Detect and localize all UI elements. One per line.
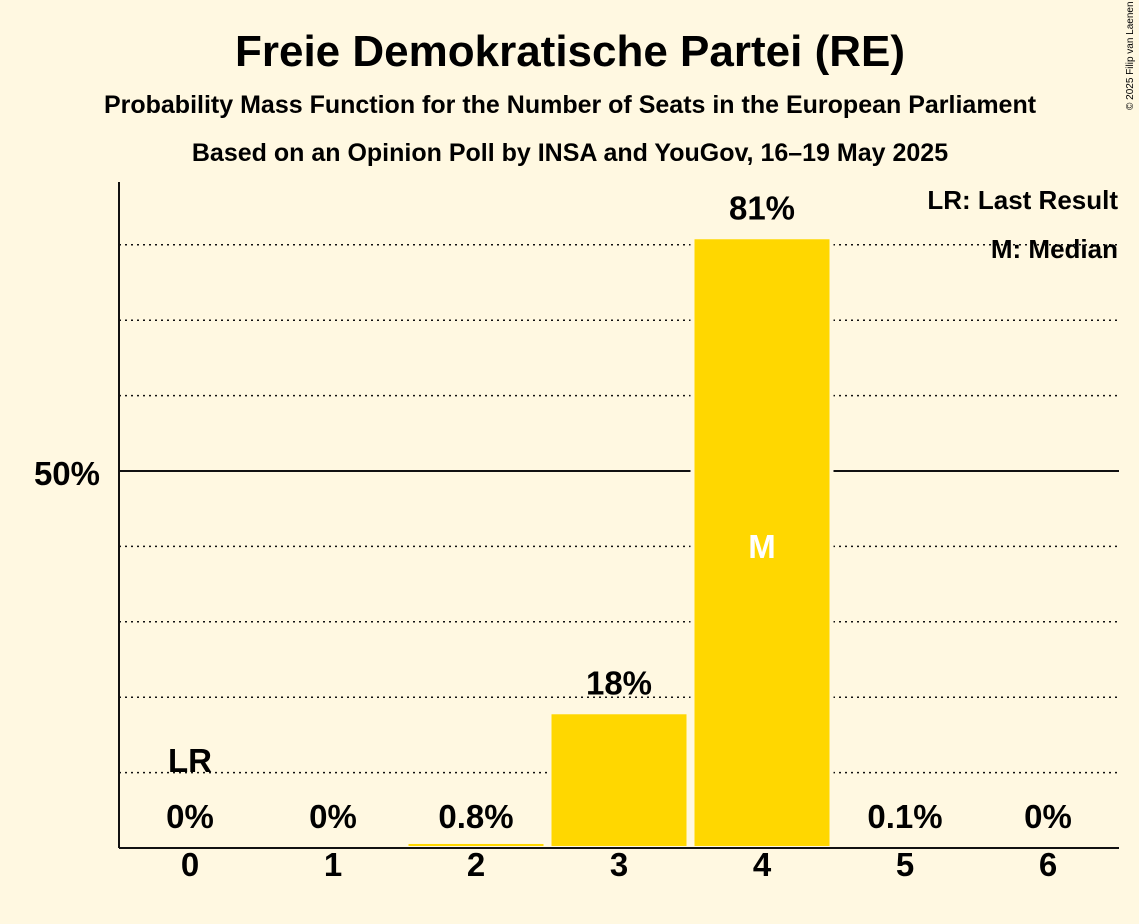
- chart-source-subtitle: Based on an Opinion Poll by INSA and You…: [192, 139, 948, 167]
- bars: [404, 235, 977, 851]
- x-tick-label-6: 6: [1039, 846, 1057, 883]
- median-marker: M: [748, 528, 776, 565]
- value-label-2: 0.8%: [438, 798, 513, 835]
- value-label-1: 0%: [309, 798, 357, 835]
- legend-median: M: Median: [991, 234, 1118, 264]
- chart-title: Freie Demokratische Partei (RE): [235, 27, 905, 76]
- y-tick-label-50: 50%: [34, 455, 100, 492]
- x-tick-label-0: 0: [181, 846, 199, 883]
- value-label-4: 81%: [729, 189, 795, 226]
- x-tick-label-5: 5: [896, 846, 914, 883]
- value-label-3: 18%: [586, 664, 652, 701]
- chart-subtitle: Probability Mass Function for the Number…: [104, 91, 1037, 119]
- value-label-6: 0%: [1024, 798, 1072, 835]
- x-tick-label-3: 3: [610, 846, 628, 883]
- bar-4: [690, 235, 834, 850]
- copyright-notice: © 2025 Filip van Laenen: [1125, 1, 1136, 110]
- x-tick-label-2: 2: [467, 846, 485, 883]
- value-labels: 0 0% LR 1 0% 2 0.8% 3 18% 4 81% M 5 0.1% 6 0%: [166, 189, 1072, 883]
- value-label-0: 0%: [166, 798, 214, 835]
- last-result-marker: LR: [168, 742, 212, 779]
- value-label-5: 0.1%: [867, 798, 942, 835]
- bar-3: [547, 710, 691, 851]
- x-tick-label-4: 4: [753, 846, 772, 883]
- x-tick-label-1: 1: [324, 846, 342, 883]
- legend-last-result: LR: Last Result: [927, 185, 1118, 215]
